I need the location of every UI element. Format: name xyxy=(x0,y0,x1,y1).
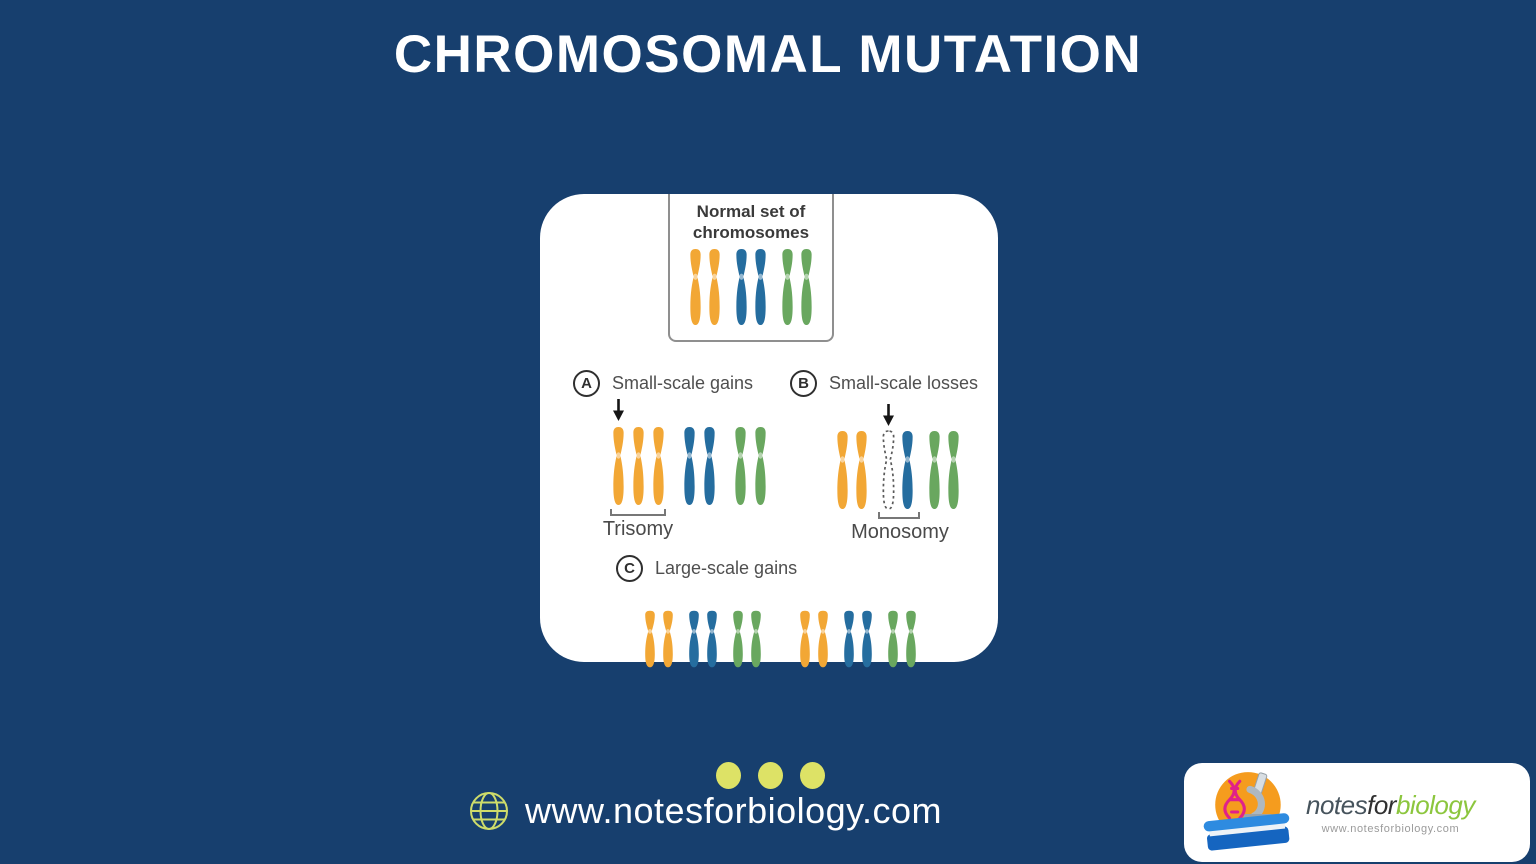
chromosome-green xyxy=(888,610,898,668)
chromosome-blue xyxy=(902,431,913,509)
chromosome-missing-outline xyxy=(882,430,895,510)
chromosome-orange xyxy=(856,431,867,509)
chromosome-orange xyxy=(633,427,644,505)
slide-dot xyxy=(758,762,783,789)
chromosome-group xyxy=(927,430,961,510)
normal-set-chromosomes xyxy=(670,248,832,326)
chromosome-orange xyxy=(818,610,828,668)
section-a-text: Small-scale gains xyxy=(612,373,754,393)
page-title: CHROMOSOMAL MUTATION xyxy=(393,25,1143,84)
globe-icon xyxy=(470,792,508,830)
chromosome-orange xyxy=(690,248,701,326)
monosomy-chromosomes xyxy=(835,430,961,510)
section-b-badge: B xyxy=(790,370,817,397)
brand-logo: notesforbiology www.notesforbiology.com xyxy=(1184,763,1530,862)
logo-book-microscope-icon xyxy=(1203,771,1290,851)
chromosome-group xyxy=(780,248,814,326)
chromosome-blue xyxy=(736,248,747,326)
book-icon xyxy=(1203,812,1290,851)
dna-icon xyxy=(1223,779,1246,820)
chromosome-green xyxy=(929,431,940,509)
logo-word-for: for xyxy=(1367,790,1396,820)
chromosome-green xyxy=(751,610,761,668)
chromosome-blue xyxy=(684,427,695,505)
chromosome-orange xyxy=(613,427,624,505)
chromosome-orange xyxy=(663,610,673,668)
website-row: www.notesforbiology.com xyxy=(468,790,942,832)
chromosome-blue xyxy=(704,427,715,505)
normal-set-title-line1: Normal set of xyxy=(696,202,806,221)
diagram-card: Normal set of chromosomes A Small-scale … xyxy=(540,194,998,668)
chromosome-blue xyxy=(862,610,872,668)
section-a-badge: A xyxy=(573,370,600,397)
logo-text: notesforbiology www.notesforbiology.com xyxy=(1306,790,1475,835)
slide-dots xyxy=(716,762,825,789)
arrow-down-icon xyxy=(883,404,894,426)
chromosome-green xyxy=(801,248,812,326)
chromosome-group xyxy=(734,248,768,326)
chromosome-green xyxy=(948,431,959,509)
normal-set-box: Normal set of chromosomes xyxy=(668,194,834,342)
chromosome-orange xyxy=(800,610,810,668)
arrow-down-icon xyxy=(613,399,624,421)
logo-wordmark: notesforbiology xyxy=(1306,790,1475,821)
chromosome-orange xyxy=(653,427,664,505)
chromosome-orange xyxy=(837,431,848,509)
chromosome-green xyxy=(733,610,743,668)
logo-word-biology: biology xyxy=(1395,790,1475,820)
trisomy-bracket xyxy=(610,509,666,516)
section-c-text: Large-scale gains xyxy=(655,558,798,578)
section-c-label: C Large-scale gains xyxy=(616,555,797,582)
chromosome-group xyxy=(842,610,874,668)
monosomy-label: Monosomy xyxy=(851,521,949,543)
chromosome-blue xyxy=(844,610,854,668)
chromosome-group xyxy=(881,430,915,510)
section-b-label: B Small-scale losses xyxy=(790,370,978,397)
chromosome-green xyxy=(755,427,766,505)
chromosome-group xyxy=(643,610,675,668)
chromosome-group xyxy=(682,426,717,506)
logo-url: www.notesforbiology.com xyxy=(1321,823,1460,835)
chromosome-group xyxy=(687,610,719,668)
chromosome-green xyxy=(735,427,746,505)
chromosome-blue xyxy=(707,610,717,668)
chromosome-orange xyxy=(645,610,655,668)
normal-set-title: Normal set of chromosomes xyxy=(670,201,832,243)
normal-set-title-line2: chromosomes xyxy=(692,223,810,242)
chromosome-blue xyxy=(755,248,766,326)
chromosome-group xyxy=(886,610,918,668)
website-url: www.notesforbiology.com xyxy=(525,790,943,831)
chromosome-group xyxy=(611,426,666,506)
large-scale-set-right xyxy=(798,610,918,668)
chromosome-group xyxy=(798,610,830,668)
chromosome-group xyxy=(731,610,763,668)
logo-word-notes: notes xyxy=(1306,790,1368,820)
chromosome-group xyxy=(835,430,869,510)
section-a-label: A Small-scale gains xyxy=(573,370,753,397)
slide-dot xyxy=(800,762,825,789)
slide-dot xyxy=(716,762,741,789)
chromosome-group xyxy=(733,426,768,506)
section-c-badge: C xyxy=(616,555,643,582)
chromosome-orange xyxy=(709,248,720,326)
chromosome-green xyxy=(906,610,916,668)
trisomy-chromosomes xyxy=(611,426,768,506)
trisomy-label: Trisomy xyxy=(602,518,674,540)
section-b-text: Small-scale losses xyxy=(829,373,979,393)
large-scale-set-left xyxy=(643,610,763,668)
chromosome-green xyxy=(782,248,793,326)
chromosome-blue xyxy=(689,610,699,668)
monosomy-bracket xyxy=(878,512,920,519)
chromosome-group xyxy=(688,248,722,326)
